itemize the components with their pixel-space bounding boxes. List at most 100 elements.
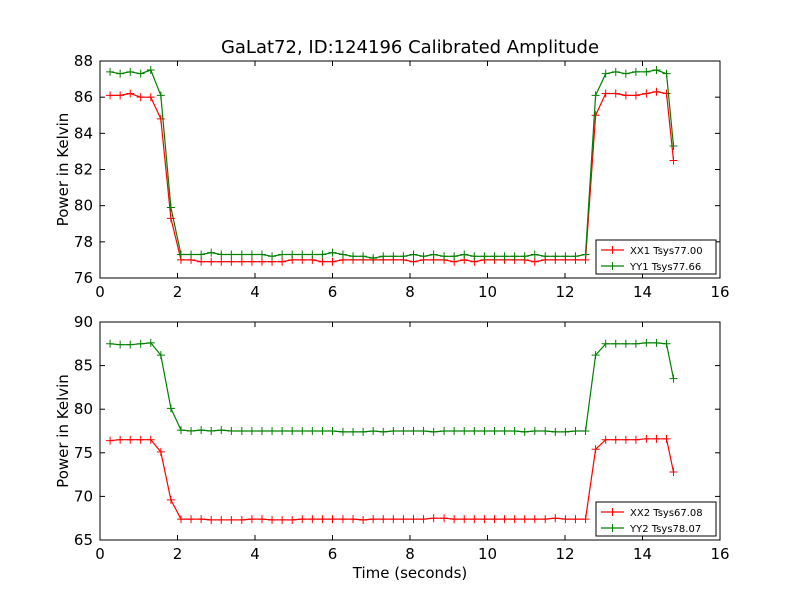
data-point (217, 426, 226, 435)
data-point (409, 250, 418, 259)
x-tick-label: 12 (555, 283, 574, 301)
data-point (409, 515, 418, 524)
y-tick-label: 78 (74, 233, 93, 251)
data-point (669, 156, 678, 165)
data-point (369, 254, 378, 263)
data-point (156, 447, 165, 456)
data-point (217, 250, 226, 259)
legend-marker (608, 246, 617, 254)
data-point (631, 339, 640, 348)
y-tick-label: 75 (74, 444, 93, 462)
data-point (551, 252, 560, 261)
legend-marker (608, 508, 617, 516)
y-tick-label: 88 (74, 52, 93, 70)
data-point (106, 67, 115, 76)
data-point (631, 67, 640, 76)
data-point (450, 252, 459, 261)
x-tick-label: 4 (250, 545, 260, 563)
y-tick-label: 90 (74, 313, 93, 331)
data-point (146, 93, 155, 102)
data-point (379, 252, 388, 261)
data-point (460, 515, 469, 524)
data-point (268, 515, 277, 524)
data-point (227, 515, 236, 524)
x-tick-label: 8 (405, 545, 415, 563)
x-axis-label: Time (seconds) (352, 564, 468, 582)
data-point (510, 515, 519, 524)
data-point (247, 515, 256, 524)
data-point (288, 515, 297, 524)
legend: XX2 Tsys67.08 YY2 Tsys78.07 (595, 501, 717, 537)
data-point (581, 427, 590, 435)
x-tick-label: 14 (633, 283, 652, 301)
data-point (298, 515, 307, 524)
data-point (480, 427, 489, 435)
data-point (561, 515, 570, 524)
data-point (460, 427, 469, 435)
data-point (197, 515, 206, 524)
data-point (328, 248, 337, 257)
data-point (652, 434, 661, 443)
legend-label: XX2 Tsys67.08 (630, 508, 703, 519)
data-point (652, 338, 661, 347)
data-point (349, 515, 358, 524)
data-point (642, 89, 651, 98)
data-point (652, 87, 661, 96)
data-point (349, 252, 358, 261)
data-point (601, 435, 610, 444)
data-point (389, 252, 398, 261)
data-point (440, 252, 449, 261)
data-point (126, 435, 135, 444)
data-point (669, 467, 678, 476)
data-point (146, 66, 155, 75)
data-point (561, 427, 570, 436)
data-point (429, 427, 438, 436)
data-point (591, 91, 600, 100)
data-point (176, 515, 185, 524)
data-point (247, 427, 256, 435)
x-tick-label: 0 (95, 545, 105, 563)
data-point (338, 427, 347, 436)
data-point (166, 404, 175, 413)
y-axis-label: Power in Kelvin (54, 113, 72, 227)
y-tick-label: 80 (74, 400, 93, 418)
y-tick-label: 76 (74, 269, 93, 287)
data-point (440, 514, 449, 523)
data-point (621, 435, 630, 444)
data-point (399, 252, 408, 261)
data-point (308, 250, 317, 259)
data-point (480, 515, 489, 524)
data-point (669, 374, 678, 383)
data-point (328, 515, 337, 524)
data-point (116, 69, 125, 78)
data-point (530, 257, 539, 266)
data-point (176, 250, 185, 259)
data-point (338, 515, 347, 524)
data-point (257, 515, 266, 524)
data-point (247, 250, 256, 259)
x-tick-label: 6 (328, 283, 338, 301)
data-point (450, 427, 459, 435)
data-point (399, 515, 408, 524)
data-point (621, 69, 630, 78)
legend-label: YY2 Tsys78.07 (629, 524, 701, 535)
data-point (662, 69, 671, 78)
data-point (490, 427, 499, 435)
data-point (318, 257, 327, 266)
data-point (601, 339, 610, 348)
data-point (278, 257, 287, 266)
data-point (166, 203, 175, 212)
chart-title: GaLat72, ID:124196 Calibrated Amplitude (221, 37, 599, 58)
data-point (621, 91, 630, 100)
data-point (116, 340, 125, 349)
data-point (591, 351, 600, 360)
data-point (379, 427, 388, 436)
data-point (480, 252, 489, 261)
data-point (541, 427, 550, 435)
data-point (591, 111, 600, 120)
data-point (136, 435, 145, 444)
data-point (197, 250, 206, 259)
data-point (146, 338, 155, 347)
data-point (187, 427, 196, 435)
